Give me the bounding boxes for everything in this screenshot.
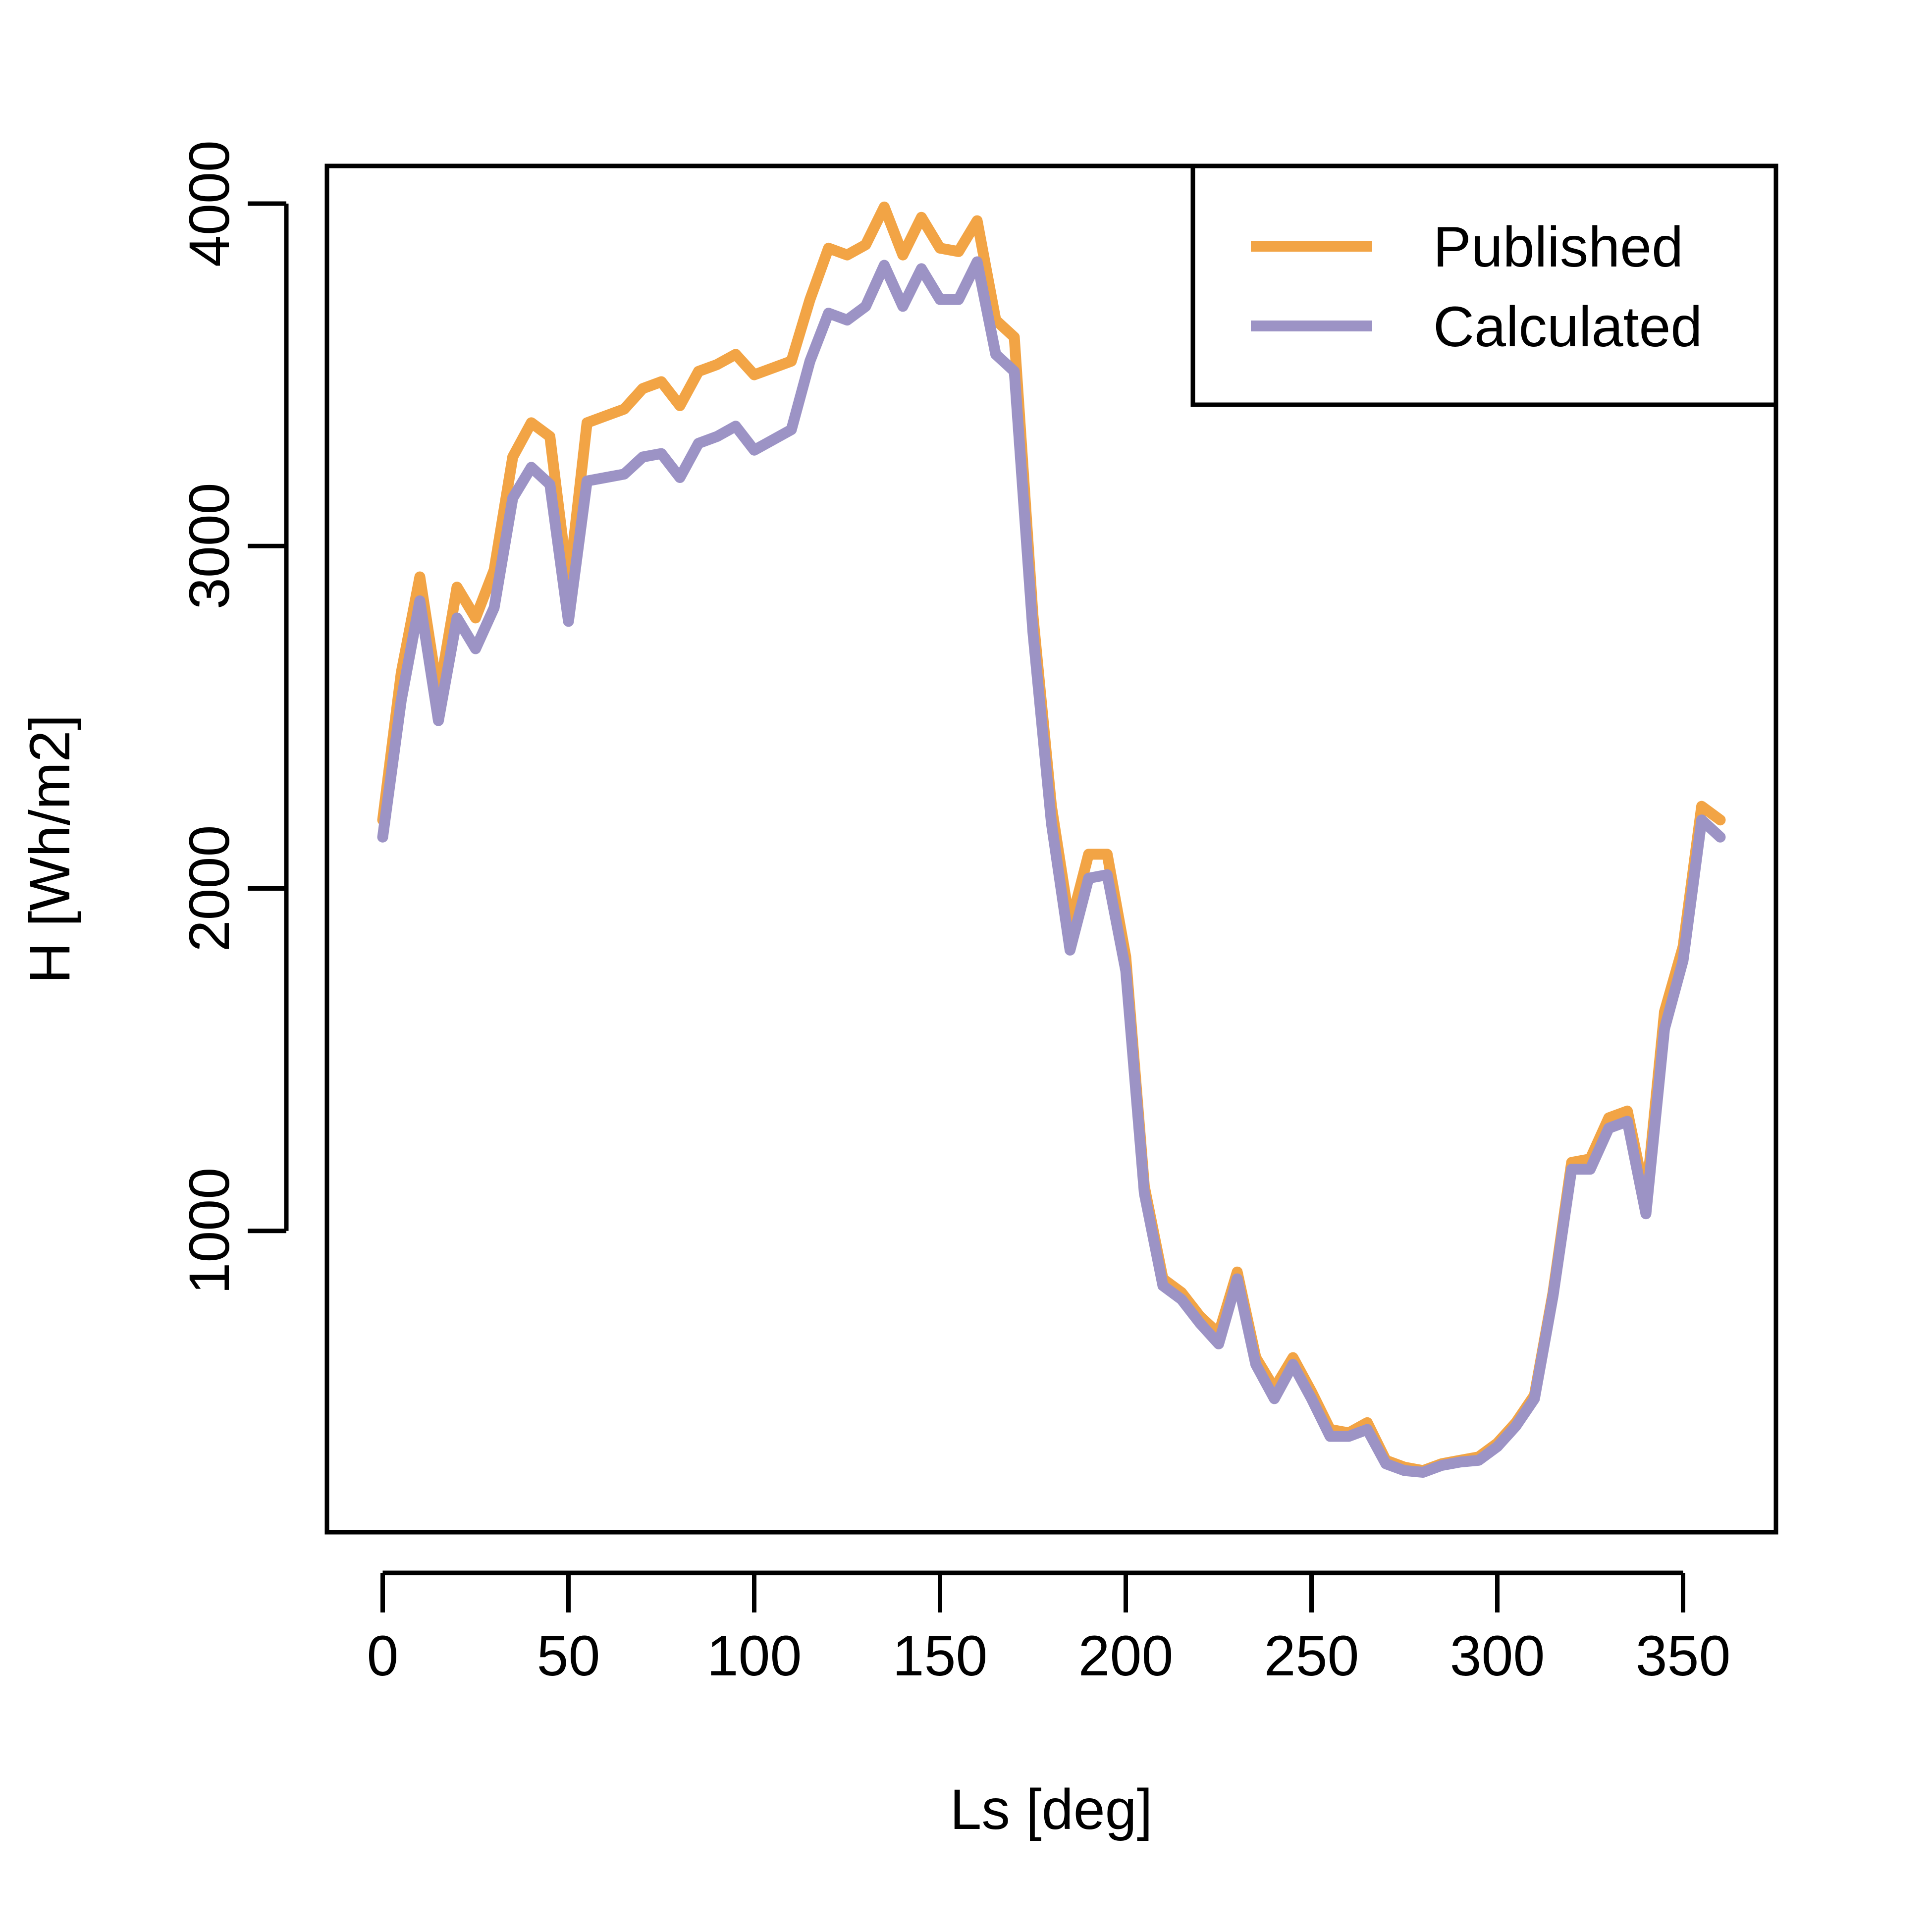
x-tick-label: 50 [537, 1624, 600, 1688]
y-tick-label: 1000 [178, 1168, 241, 1294]
y-tick-label: 4000 [178, 140, 241, 267]
series-line-calculated [377, 256, 1726, 1478]
x-tick-label: 200 [1078, 1624, 1174, 1688]
x-tick-label: 350 [1636, 1624, 1731, 1688]
x-tick-label: 300 [1450, 1624, 1545, 1688]
legend-label-calculated: Calculated [1433, 295, 1702, 359]
x-tick-label: 0 [367, 1624, 399, 1688]
x-axis: 0 50 100 150 200 250 300 350 [367, 1570, 1731, 1688]
legend-label-published: Published [1433, 215, 1683, 279]
series-layer [377, 201, 1726, 1478]
x-tick-label: 150 [893, 1624, 988, 1688]
x-axis-label: Ls [deg] [950, 1778, 1152, 1841]
y-tick-label: 2000 [178, 825, 241, 952]
x-tick-label: 250 [1264, 1624, 1359, 1688]
plot-frame [324, 163, 1778, 1535]
y-axis: 1000 2000 3000 4000 [178, 140, 289, 1294]
y-tick-label: 3000 [178, 483, 241, 609]
y-axis-label: H [Wh/m2] [18, 714, 82, 983]
legend: Published Calculated [1190, 163, 1778, 407]
legend-box [1190, 163, 1778, 407]
x-tick-label: 100 [707, 1624, 802, 1688]
